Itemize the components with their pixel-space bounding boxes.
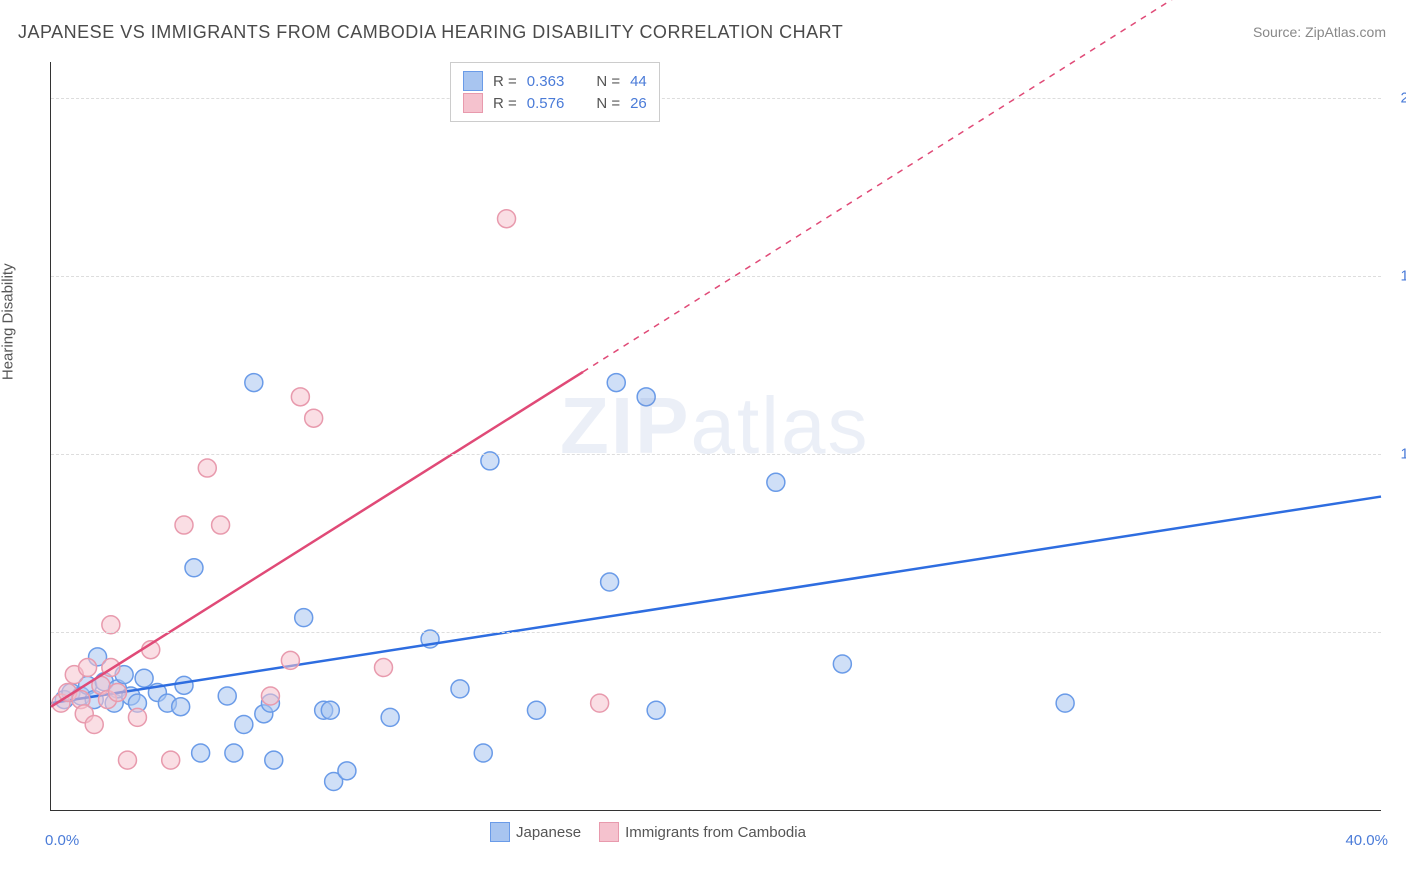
scatter-point-japanese xyxy=(245,374,263,392)
scatter-point-japanese xyxy=(451,680,469,698)
scatter-point-cambodia xyxy=(79,659,97,677)
gridline xyxy=(51,98,1381,99)
scatter-point-cambodia xyxy=(212,516,230,534)
scatter-point-cambodia xyxy=(198,459,216,477)
scatter-point-japanese xyxy=(175,676,193,694)
scatter-point-japanese xyxy=(218,687,236,705)
source-label: Source: ZipAtlas.com xyxy=(1253,24,1386,40)
legend-label: Immigrants from Cambodia xyxy=(625,824,806,841)
scatter-point-japanese xyxy=(767,473,785,491)
scatter-point-cambodia xyxy=(291,388,309,406)
trend-line-ext-cambodia xyxy=(583,0,1265,372)
scatter-point-cambodia xyxy=(128,708,146,726)
gridline xyxy=(51,632,1381,633)
scatter-point-japanese xyxy=(527,701,545,719)
gridline xyxy=(51,454,1381,455)
r-value: 0.576 xyxy=(527,95,565,112)
scatter-point-cambodia xyxy=(109,683,127,701)
chart-title: JAPANESE VS IMMIGRANTS FROM CAMBODIA HEA… xyxy=(18,22,843,43)
scatter-point-japanese xyxy=(185,559,203,577)
scatter-point-japanese xyxy=(321,701,339,719)
scatter-point-japanese xyxy=(135,669,153,687)
scatter-point-japanese xyxy=(235,716,253,734)
x-tick-max: 40.0% xyxy=(1345,832,1388,849)
scatter-point-cambodia xyxy=(375,659,393,677)
scatter-point-cambodia xyxy=(305,409,323,427)
y-tick-label: 15.0% xyxy=(1400,267,1406,284)
scatter-point-japanese xyxy=(295,609,313,627)
scatter-point-cambodia xyxy=(118,751,136,769)
scatter-point-japanese xyxy=(192,744,210,762)
plot-area: 5.0%10.0%15.0%20.0% xyxy=(50,62,1381,811)
r-label: R = xyxy=(493,73,517,90)
scatter-point-japanese xyxy=(381,708,399,726)
legend-stats-box: R = 0.363 N = 44 R = 0.576 N = 26 xyxy=(450,62,660,122)
scatter-point-cambodia xyxy=(591,694,609,712)
scatter-point-japanese xyxy=(637,388,655,406)
y-tick-label: 20.0% xyxy=(1400,89,1406,106)
y-axis-label: Hearing Disability xyxy=(0,263,17,380)
scatter-point-cambodia xyxy=(498,210,516,228)
legend-swatch-japanese xyxy=(490,822,510,842)
scatter-point-japanese xyxy=(601,573,619,591)
r-value: 0.363 xyxy=(527,73,565,90)
n-label: N = xyxy=(596,73,620,90)
scatter-point-japanese xyxy=(647,701,665,719)
scatter-point-japanese xyxy=(225,744,243,762)
r-label: R = xyxy=(493,95,517,112)
n-value: 26 xyxy=(630,95,647,112)
scatter-point-cambodia xyxy=(162,751,180,769)
scatter-point-japanese xyxy=(474,744,492,762)
scatter-point-japanese xyxy=(265,751,283,769)
legend-item-japanese: Japanese xyxy=(490,822,581,842)
chart-svg xyxy=(51,62,1381,810)
gridline xyxy=(51,276,1381,277)
legend-swatch-cambodia xyxy=(599,822,619,842)
n-value: 44 xyxy=(630,73,647,90)
legend-swatch-japanese xyxy=(463,71,483,91)
legend-stats-row: R = 0.363 N = 44 xyxy=(463,71,647,91)
scatter-point-cambodia xyxy=(175,516,193,534)
legend-item-cambodia: Immigrants from Cambodia xyxy=(599,822,806,842)
legend-bottom: Japanese Immigrants from Cambodia xyxy=(490,822,806,842)
legend-stats-row: R = 0.576 N = 26 xyxy=(463,93,647,113)
scatter-point-japanese xyxy=(338,762,356,780)
scatter-point-japanese xyxy=(1056,694,1074,712)
scatter-point-japanese xyxy=(172,698,190,716)
n-label: N = xyxy=(596,95,620,112)
scatter-point-cambodia xyxy=(261,687,279,705)
scatter-point-japanese xyxy=(833,655,851,673)
trend-line-japanese xyxy=(51,497,1381,704)
legend-swatch-cambodia xyxy=(463,93,483,113)
scatter-point-cambodia xyxy=(85,716,103,734)
legend-label: Japanese xyxy=(516,824,581,841)
scatter-point-cambodia xyxy=(281,651,299,669)
x-tick-min: 0.0% xyxy=(45,832,79,849)
y-tick-label: 10.0% xyxy=(1400,445,1406,462)
scatter-point-japanese xyxy=(607,374,625,392)
